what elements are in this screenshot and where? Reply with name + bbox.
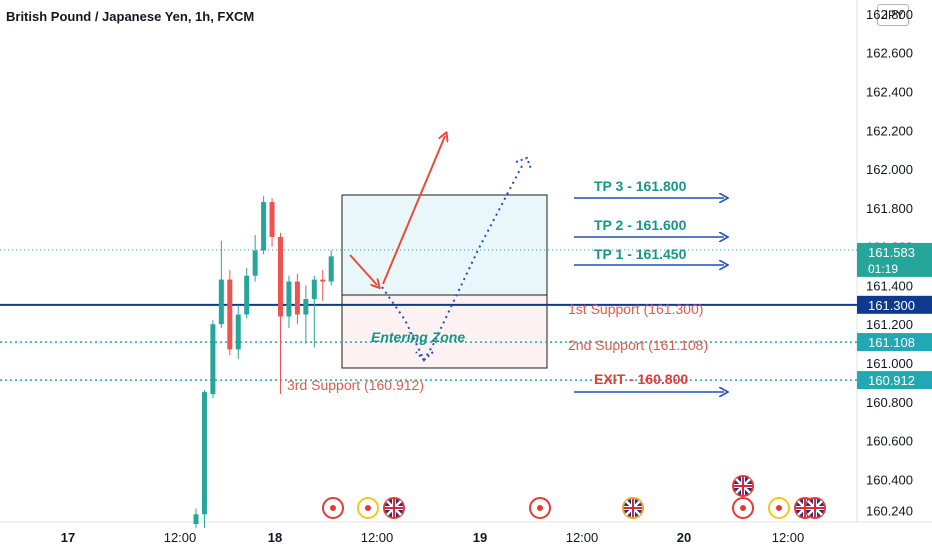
candle-body xyxy=(278,236,283,317)
red-up-arrow[interactable] xyxy=(382,136,445,285)
x-tick-label: 12:00 xyxy=(164,530,197,545)
x-tick-label: 12:00 xyxy=(566,530,599,545)
price-badge-label: 161.300 xyxy=(868,298,915,313)
price-badge xyxy=(857,242,932,277)
candle-body xyxy=(218,279,224,325)
y-tick-label: 160.400 xyxy=(866,472,913,487)
candle-body xyxy=(261,202,267,251)
x-tick-label: 19 xyxy=(473,530,487,545)
time-axis[interactable]: 17 12:00 18 12:00 19 12:00 20 12:00 xyxy=(61,530,805,545)
event-target-icon[interactable] xyxy=(322,497,344,519)
y-tick-label: 162.800 xyxy=(866,7,913,22)
y-tick-label: 161.000 xyxy=(866,356,913,371)
y-tick-label: 162.000 xyxy=(866,162,913,177)
candle-body xyxy=(210,324,216,395)
entering-zone-label: Entering Zone xyxy=(371,329,465,345)
y-tick-label: 161.200 xyxy=(866,317,913,332)
candle-body xyxy=(320,279,326,282)
candle-body xyxy=(294,281,300,315)
y-tick-label: 162.600 xyxy=(866,46,913,61)
entry-box-lower[interactable] xyxy=(341,294,548,369)
y-tick-label: 161.400 xyxy=(866,278,913,293)
candle-body xyxy=(269,202,275,237)
y-tick-label: 162.400 xyxy=(866,84,913,99)
support2-label: 2nd Support (161.108) xyxy=(568,337,708,353)
event-target-icon[interactable] xyxy=(768,497,790,519)
x-tick-label: 12:00 xyxy=(361,530,394,545)
x-tick-label: 17 xyxy=(61,530,75,545)
candle-body xyxy=(311,279,317,300)
x-tick-label: 12:00 xyxy=(772,530,805,545)
countdown-label: 01:19 xyxy=(868,262,898,276)
event-target-icon[interactable] xyxy=(357,497,379,519)
candle-body xyxy=(201,392,207,515)
currency-button[interactable]: JPY xyxy=(877,4,909,26)
event-target-icon[interactable] xyxy=(732,497,754,519)
event-uk-flag-icon[interactable] xyxy=(622,497,644,519)
exit-label: EXIT - 160.800 xyxy=(594,371,688,387)
economic-events[interactable] xyxy=(322,475,826,519)
projection-path[interactable] xyxy=(381,163,524,363)
price-badge-label: 161.108 xyxy=(868,335,915,350)
red-down-arrow[interactable] xyxy=(349,254,377,285)
x-tick-label: 18 xyxy=(268,530,282,545)
event-uk-flag-icon[interactable] xyxy=(804,497,826,519)
projection-arrowhead xyxy=(515,156,532,170)
y-tick-label: 162.200 xyxy=(866,123,913,138)
projection-valley xyxy=(415,351,434,361)
candle-body xyxy=(328,256,334,282)
candle-body xyxy=(227,279,233,350)
candle-body xyxy=(244,275,250,315)
price-badge xyxy=(857,371,932,390)
price-badge-label: 160.912 xyxy=(868,373,915,388)
event-uk-flag-icon[interactable] xyxy=(732,475,754,497)
candle-body xyxy=(235,314,241,350)
candle-body xyxy=(303,299,309,315)
tp3-label: TP 3 - 161.800 xyxy=(594,178,687,194)
y-tick-label: 160.600 xyxy=(866,434,913,449)
tp1-label: TP 1 - 161.450 xyxy=(594,246,687,262)
candles xyxy=(193,196,334,528)
chart-title: British Pound / Japanese Yen, 1h, FXCM xyxy=(6,9,255,24)
support1-label: 1st Support (161.300) xyxy=(568,301,703,317)
y-tick-label: 160.240 xyxy=(866,503,913,518)
price-badge xyxy=(857,295,932,314)
event-uk-flag-icon[interactable] xyxy=(383,497,405,519)
price-badge xyxy=(857,333,932,352)
event-target-icon[interactable] xyxy=(529,497,551,519)
candle-body xyxy=(193,514,199,524)
candle-body xyxy=(286,281,292,317)
tp2-label: TP 2 - 161.600 xyxy=(594,217,687,233)
price-axis[interactable]: 162.800 162.600 162.400 162.200 162.000 161.8… xyxy=(866,7,913,519)
price-levels xyxy=(0,249,857,381)
y-tick-label: 160.800 xyxy=(866,395,913,410)
y-tick-label: 161.800 xyxy=(866,201,913,216)
x-tick-label: 20 xyxy=(677,530,691,545)
price-badges: 161.583 01:19 161.300 161.108 160.912 xyxy=(857,242,932,390)
candle-body xyxy=(252,250,258,276)
support3-label: 3rd Support (160.912) xyxy=(287,377,424,393)
price-badge-label: 161.583 xyxy=(868,245,915,260)
